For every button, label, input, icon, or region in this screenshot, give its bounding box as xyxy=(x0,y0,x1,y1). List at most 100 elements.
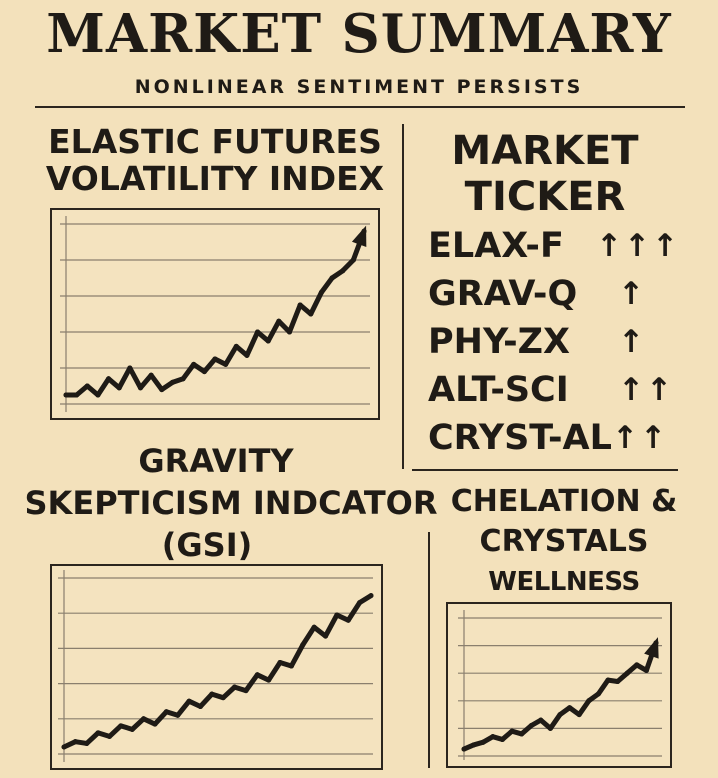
data-point xyxy=(169,379,175,385)
series-segment xyxy=(84,730,101,746)
data-point xyxy=(243,688,249,694)
data-point xyxy=(519,731,525,737)
data-point xyxy=(277,659,283,665)
ticker-symbol: PHY-ZX xyxy=(428,322,571,362)
ticker-row: ELAX-F ↑↑↑ xyxy=(428,222,688,270)
data-point xyxy=(244,352,250,358)
data-point xyxy=(329,275,335,281)
data-point xyxy=(634,662,640,668)
efvi-chart xyxy=(50,208,380,420)
arrowhead xyxy=(644,637,659,659)
data-point xyxy=(209,691,215,697)
gsi-title-line1: GRAVITY xyxy=(138,442,294,480)
data-point xyxy=(84,383,90,389)
data-point xyxy=(212,356,218,362)
series-segment xyxy=(116,365,133,391)
ticker-symbol: ELAX-F xyxy=(428,226,564,266)
series-segment xyxy=(300,624,317,648)
data-point xyxy=(163,709,169,715)
data-point xyxy=(276,318,282,324)
data-point xyxy=(323,633,329,639)
data-point xyxy=(63,392,69,398)
data-point xyxy=(461,746,467,752)
data-point xyxy=(334,612,340,618)
ticker-title-line2: TICKER xyxy=(464,174,626,220)
data-point xyxy=(118,723,124,729)
ticker-symbol: GRAV-Q xyxy=(428,274,578,314)
data-point xyxy=(300,642,306,648)
data-point xyxy=(141,716,147,722)
data-point xyxy=(223,361,229,367)
data-point xyxy=(84,740,90,746)
data-point xyxy=(643,667,649,673)
ccw-title-line2: CRYSTALS xyxy=(479,524,649,559)
data-point xyxy=(148,372,154,378)
data-point xyxy=(233,343,239,349)
ticker-symbol: ALT-SCI xyxy=(428,370,569,410)
data-point xyxy=(129,726,135,732)
series-segment xyxy=(243,672,260,694)
data-point xyxy=(266,677,272,683)
gsi-chart-svg xyxy=(58,570,374,762)
up-arrow-icon: ↑↑ xyxy=(618,372,674,408)
data-point xyxy=(557,712,563,718)
data-point xyxy=(127,365,133,371)
data-point xyxy=(106,376,112,382)
header-rule xyxy=(35,106,685,108)
data-point xyxy=(106,733,112,739)
data-point xyxy=(220,695,226,701)
series-segment xyxy=(180,361,197,382)
up-arrow-icon: ↑ xyxy=(618,276,646,312)
data-point xyxy=(287,329,292,335)
up-arrow-icon: ↑ xyxy=(618,324,646,360)
series-segment xyxy=(576,698,592,718)
data-point xyxy=(547,725,553,731)
data-point xyxy=(538,717,544,723)
data-point xyxy=(586,698,592,704)
series-segment xyxy=(148,372,165,393)
ticker-list: ELAX-F ↑↑↑ GRAV-Q ↑ PHY-ZX ↑ ALT-SCI ↑↑ … xyxy=(428,222,688,462)
data-point xyxy=(255,329,261,335)
ticker-title: MARKET TICKER xyxy=(412,128,678,220)
data-point xyxy=(499,736,505,742)
data-point xyxy=(74,392,80,398)
gsi-title-line3: (GSI) xyxy=(161,526,253,564)
data-point xyxy=(368,593,374,599)
column-divider-top xyxy=(402,124,404,469)
data-point xyxy=(480,739,486,745)
data-point xyxy=(345,617,351,623)
column-divider-bottom xyxy=(428,532,430,768)
data-point xyxy=(509,728,515,734)
data-point xyxy=(615,678,621,684)
data-point xyxy=(186,698,192,704)
data-point xyxy=(191,361,197,367)
data-point xyxy=(308,311,314,317)
series-segment xyxy=(127,365,143,391)
data-point xyxy=(624,670,630,676)
series-segment xyxy=(106,723,124,739)
data-point xyxy=(95,730,101,736)
arrowhead xyxy=(351,225,367,248)
data-point xyxy=(265,338,271,344)
data-point xyxy=(175,712,181,718)
series-segment xyxy=(308,289,324,317)
series-segment xyxy=(175,698,192,718)
data-point xyxy=(297,302,303,308)
data-point xyxy=(254,672,260,678)
series-segment xyxy=(547,712,563,731)
data-point xyxy=(567,705,573,711)
data-point xyxy=(232,684,238,690)
series-segment xyxy=(323,612,340,639)
data-point xyxy=(197,703,203,709)
page-subtitle: NONLINEAR SENTIMENT PERSISTS xyxy=(134,76,584,98)
up-arrow-icon: ↑↑ xyxy=(612,420,668,456)
data-point xyxy=(95,392,101,398)
data-point xyxy=(528,723,534,729)
series-segment xyxy=(201,356,218,375)
series-segment xyxy=(197,691,215,709)
series-segment xyxy=(345,600,363,623)
ticker-row: ALT-SCI ↑↑ xyxy=(428,366,688,414)
ticker-bottom-rule xyxy=(412,469,678,471)
data-point xyxy=(159,387,165,393)
ticker-title-line1: MARKET xyxy=(451,128,639,174)
